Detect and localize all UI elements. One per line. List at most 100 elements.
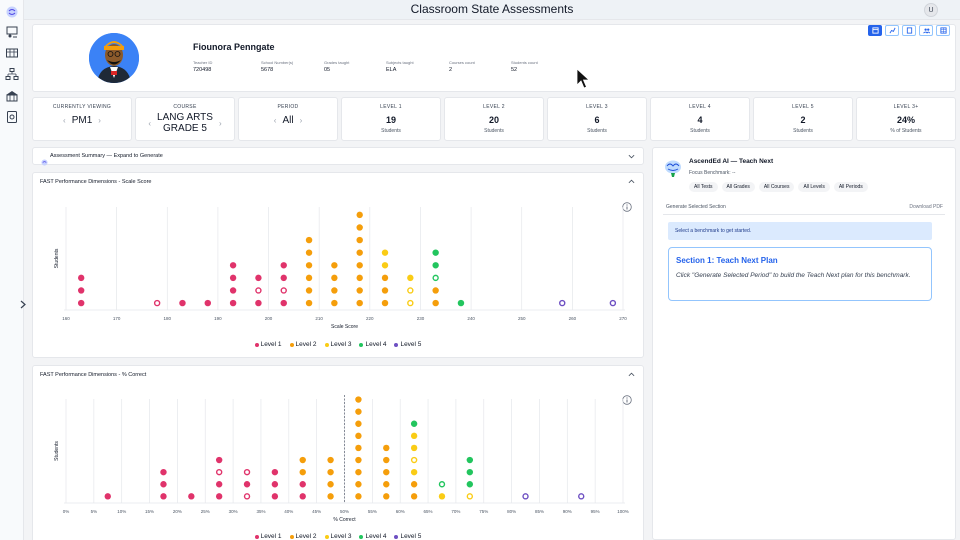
- school-number-field: School Number(s) 5678: [261, 60, 294, 73]
- x-tick-label: 250: [518, 316, 526, 321]
- assessment-summary-header[interactable]: Assessment Summary — Expand to Generate: [32, 147, 644, 166]
- x-tick-label: 160: [62, 316, 70, 321]
- chevron-up-icon[interactable]: [628, 178, 635, 185]
- data-point-level-1: [215, 481, 223, 488]
- x-tick-label: 30%: [229, 509, 238, 514]
- data-point-level-2: [327, 493, 334, 500]
- plan-text: Click "Generate Selected Period" to buil…: [676, 272, 911, 279]
- filter-all-levels[interactable]: All Levels: [798, 182, 830, 192]
- data-point-level-1: [77, 287, 85, 294]
- scale-score-legend: Level 1 Level 2 Level 3 Level 4 Level 5: [33, 341, 643, 348]
- x-tick-label: 100%: [617, 509, 629, 514]
- legend-item[interactable]: Level 4: [359, 533, 386, 540]
- data-point-level-5: [559, 299, 566, 307]
- viewing-next-chevron-icon[interactable]: ›: [98, 116, 101, 125]
- legend-dot-icon: [254, 534, 259, 539]
- period-next-chevron-icon[interactable]: ›: [299, 116, 303, 125]
- clipboard-view-icon[interactable]: [902, 25, 916, 36]
- data-point-level-3: [466, 493, 474, 500]
- viewing-value: PM1: [71, 115, 93, 126]
- ai-filter-chips: All Tests All Grades All Courses All Lev…: [689, 182, 868, 192]
- data-point-level-2: [356, 236, 363, 244]
- data-point-level-2: [299, 468, 306, 476]
- legend-item[interactable]: Level 3: [324, 533, 352, 540]
- filter-all-courses[interactable]: All Courses: [758, 182, 795, 192]
- filter-all-periods[interactable]: All Periods: [833, 182, 868, 192]
- legend-item[interactable]: Level 3: [324, 341, 352, 348]
- data-point-level-2: [331, 287, 338, 294]
- legend-item[interactable]: Level 4: [359, 341, 386, 348]
- data-point-level-5: [578, 493, 585, 500]
- chart-view-icon[interactable]: [885, 25, 899, 36]
- scale-score-chart-title: FAST Performance Dimensions - Scale Scor…: [40, 179, 152, 185]
- x-tick-label: 80%: [507, 509, 516, 514]
- data-point-level-5: [522, 493, 529, 500]
- period-prev-chevron-icon[interactable]: ‹: [273, 116, 277, 125]
- expand-nav-chevron-icon[interactable]: [17, 296, 29, 312]
- filter-all-grades[interactable]: All Grades: [721, 182, 755, 192]
- legend-item[interactable]: Level 1: [254, 341, 282, 348]
- chevron-down-icon[interactable]: [628, 153, 635, 160]
- data-point-level-2: [381, 299, 389, 307]
- classroom-icon[interactable]: [5, 46, 19, 60]
- data-point-level-2: [331, 274, 338, 282]
- course-next-chevron-icon[interactable]: ›: [218, 118, 222, 128]
- data-point-level-3: [381, 262, 389, 269]
- teach-next-plan-box: Section 1: Teach Next Plan Click "Genera…: [668, 247, 932, 301]
- school-icon[interactable]: [5, 89, 19, 103]
- course-prev-chevron-icon[interactable]: ‹: [148, 118, 152, 128]
- data-point-level-1: [215, 456, 223, 464]
- level4-stat: LEVEL 4 4 Students: [650, 97, 750, 141]
- teacher-icon[interactable]: [5, 25, 19, 39]
- table-view-icon[interactable]: [936, 25, 950, 36]
- data-point-level-1: [243, 468, 251, 476]
- data-point-level-1: [229, 274, 237, 282]
- x-tick-label: 95%: [591, 509, 600, 514]
- hierarchy-icon[interactable]: [5, 67, 19, 81]
- data-point-level-2: [410, 481, 418, 488]
- data-point-level-1: [280, 299, 287, 307]
- legend-item[interactable]: Level 5: [394, 533, 421, 540]
- legend-label: Level 4: [365, 341, 387, 348]
- legend-item[interactable]: Level 2: [289, 533, 317, 540]
- students-count-field: Students count 52: [511, 60, 538, 73]
- viewing-prev-chevron-icon[interactable]: ‹: [63, 116, 66, 125]
- data-point-level-2: [383, 481, 390, 488]
- legend-dot-icon: [359, 342, 364, 347]
- legend-dot-icon: [289, 342, 294, 347]
- data-point-level-1: [229, 299, 237, 307]
- percent-correct-chart-card: FAST Performance Dimensions - % Correct …: [32, 365, 644, 540]
- brain-small-icon: [41, 153, 48, 166]
- data-point-level-2: [381, 274, 389, 282]
- ai-brain-icon: [663, 158, 683, 178]
- legend-item[interactable]: Level 5: [394, 341, 421, 348]
- data-point-level-2: [355, 444, 362, 452]
- x-tick-label: 20%: [173, 509, 182, 514]
- filter-all-tests[interactable]: All Tests: [689, 182, 718, 192]
- report-icon[interactable]: [5, 110, 19, 124]
- dashboard-view-icon[interactable]: [868, 25, 882, 36]
- x-tick-label: 260: [569, 316, 577, 321]
- legend-item[interactable]: Level 2: [289, 341, 317, 348]
- generate-selected-section-button[interactable]: Generate Selected Section: [666, 204, 726, 210]
- legend-item[interactable]: Level 1: [254, 533, 282, 540]
- benchmark-notice: Select a benchmark to get started.: [668, 222, 932, 240]
- legend-label: Level 3: [330, 533, 352, 540]
- students-view-icon[interactable]: [919, 25, 933, 36]
- data-point-level-2: [356, 299, 363, 307]
- data-point-level-3: [410, 456, 418, 464]
- data-point-level-2: [356, 287, 363, 294]
- data-point-level-5: [609, 299, 617, 307]
- data-point-level-2: [305, 262, 313, 269]
- chevron-up-icon[interactable]: [628, 371, 635, 378]
- brain-logo-icon[interactable]: [5, 5, 19, 19]
- user-avatar[interactable]: U: [924, 3, 938, 17]
- data-point-level-2: [355, 432, 362, 440]
- download-pdf-button[interactable]: Download PDF: [909, 204, 943, 210]
- data-point-level-3: [407, 299, 414, 307]
- x-tick-label: 60%: [396, 509, 405, 514]
- data-point-level-1: [77, 274, 85, 282]
- legend-label: Level 3: [330, 341, 352, 348]
- data-point-level-1: [280, 262, 287, 269]
- data-point-level-3: [438, 493, 446, 500]
